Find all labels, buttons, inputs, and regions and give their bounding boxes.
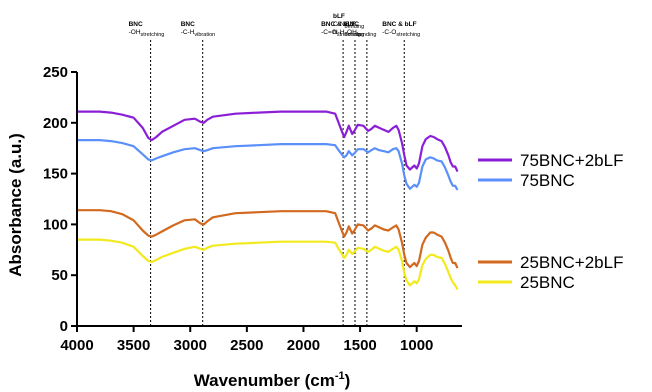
annotation-1-text-0: BNC <box>181 21 195 28</box>
annotation-0-line-1: -OHstretching <box>129 29 165 38</box>
y-axis-title: Absorbance (a.u.) <box>6 133 25 277</box>
annotation-5-text-1: -C-O <box>382 29 396 36</box>
y-tick-label-0: 0 <box>60 318 68 335</box>
annotation-3-text-0: bLF <box>333 13 345 20</box>
plot-area <box>77 110 459 290</box>
annotation-3-text-2: N-H <box>333 29 345 36</box>
vertical-markers <box>150 40 405 326</box>
annotation-2-text-0: BNC & bLF <box>321 21 355 28</box>
annotation-4-sub-1: bending <box>357 32 377 38</box>
annotation-3-sub-1: bending <box>345 24 365 30</box>
annotation-2-line-0: BNC & bLF <box>321 21 355 28</box>
x-axis-title-sup: -1 <box>335 370 345 382</box>
annotation-5-sub-1: stretching <box>396 32 420 38</box>
x-tick-label-3000: 3000 <box>174 337 207 354</box>
annotation-3-line-0: bLF <box>333 13 345 20</box>
annotation-5-text-0: BNC & bLF <box>382 21 416 28</box>
y-tick-label-50: 50 <box>51 267 68 284</box>
annotation-3-line-1: C-Nbending <box>333 21 364 30</box>
x-tick-label-3500: 3500 <box>117 337 150 354</box>
annotation-1-text-1: -C-H <box>181 29 195 36</box>
x-axis-title-main: Wavenumber (cm <box>194 371 335 390</box>
y-tick-label-250: 250 <box>43 64 68 81</box>
y-tick-label-200: 200 <box>43 115 68 132</box>
legend-label-75bnc: 75BNC <box>520 171 575 190</box>
x-tick-label-2000: 2000 <box>287 337 320 354</box>
annotation-3-line-2: N-Hbending <box>333 29 364 38</box>
y-tick-label-100: 100 <box>43 216 68 233</box>
series-line-75bnc <box>77 139 459 191</box>
legend-label-25bnc-2blf: 25BNC+2bLF <box>520 253 623 272</box>
x-axis-title: Wavenumber (cm-1) <box>194 370 351 390</box>
x-tick-label-1500: 1500 <box>343 337 376 354</box>
series-line-25bnc-2blf <box>77 209 459 269</box>
annotation-4-line-1: -OHbending <box>345 29 377 38</box>
annotation-1-sub-1: vibration <box>194 32 215 38</box>
annotation-1-line-0: BNC <box>181 21 195 28</box>
x-tick-label-4000: 4000 <box>60 337 93 354</box>
annotation-2-line-1: -C=Ostretching <box>321 29 361 38</box>
annotation-2-text-1: -C=O <box>321 29 337 36</box>
annotation-1-line-1: -C-Hvibration <box>181 29 216 38</box>
annotation-4-text-1: -OH <box>345 29 357 36</box>
series-line-25bnc <box>77 238 459 290</box>
annotation-3-text-1: C-N <box>333 21 345 28</box>
annotation-2-sub-1: stretching <box>337 32 361 38</box>
series-line-75bnc-2blf <box>77 110 459 173</box>
x-tick-label-2500: 2500 <box>230 337 263 354</box>
annotation-0-text-0: BNC <box>129 21 143 28</box>
x-axis-title-close: ) <box>345 371 351 390</box>
annotation-4-text-0: BNC <box>345 21 359 28</box>
annotation-4-line-0: BNC <box>345 21 359 28</box>
annotation-5-line-1: -C-Ostretching <box>382 29 420 38</box>
legend-label-75bnc-2blf: 75BNC+2bLF <box>520 151 623 170</box>
annotation-5-line-0: BNC & bLF <box>382 21 416 28</box>
annotation-0-line-0: BNC <box>129 21 143 28</box>
annotation-3-sub-2: bending <box>345 32 365 38</box>
legend-label-25bnc: 25BNC <box>520 273 575 292</box>
y-axis: 0 50 100 150 200 250 <box>43 64 78 335</box>
annotation-0-text-1: -OH <box>129 29 141 36</box>
y-tick-label-150: 150 <box>43 166 68 183</box>
annotation-0-sub-1: stretching <box>141 32 165 38</box>
x-tick-label-1000: 1000 <box>400 337 433 354</box>
x-axis: 4000 3500 3000 2500 2000 1500 1000 <box>60 325 462 354</box>
